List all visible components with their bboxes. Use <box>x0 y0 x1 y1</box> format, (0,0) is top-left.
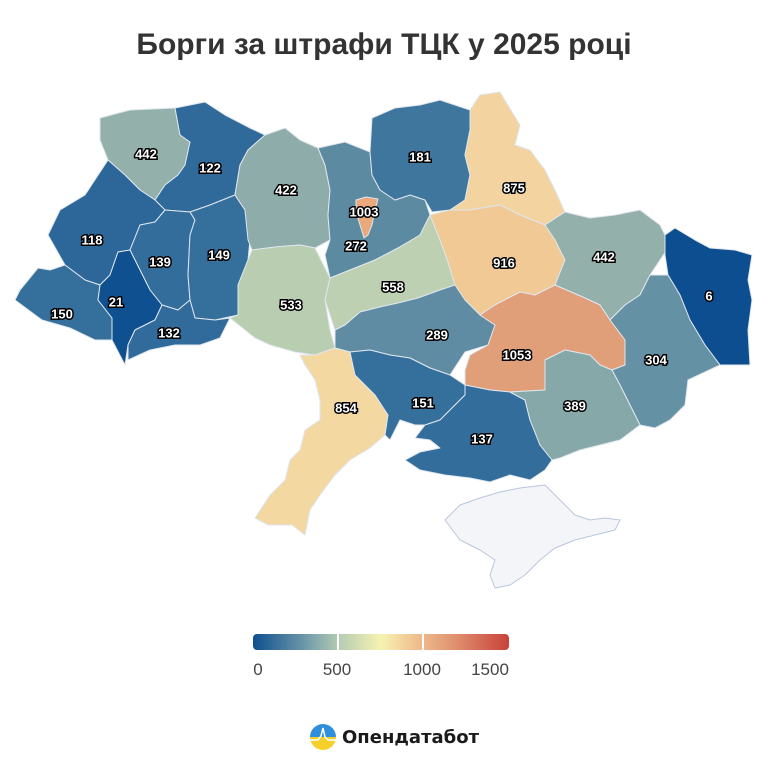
label-dnipropetrovsk: 1053 <box>503 347 532 362</box>
label-sumy: 875 <box>503 180 525 195</box>
legend-tick-500: 500 <box>322 660 352 679</box>
label-zhytomyr: 422 <box>275 182 297 197</box>
brand-name: Опендатабот <box>342 726 480 748</box>
label-kyiv-oblast: 272 <box>345 238 367 253</box>
chart-title: Борги за штрафи ТЦК у 2025 році <box>136 28 632 61</box>
label-vinnytsia: 533 <box>280 297 302 312</box>
label-rivne: 122 <box>199 160 221 175</box>
label-chernihiv: 181 <box>409 149 431 164</box>
label-kharkiv: 442 <box>593 249 615 264</box>
region-crimea[interactable] <box>444 484 621 589</box>
label-poltava: 916 <box>493 255 515 270</box>
region-kyiv-city[interactable] <box>355 196 379 239</box>
label-zakarpattia: 150 <box>51 306 73 321</box>
label-odesa: 854 <box>335 400 357 415</box>
legend-tick-1000: 1000 <box>403 660 441 679</box>
label-donetsk: 304 <box>645 352 667 367</box>
label-khmelnytskyi: 149 <box>208 247 230 262</box>
label-luhansk: 6 <box>705 288 712 303</box>
label-kyiv-city: 1003 <box>350 204 379 219</box>
color-scale-legend <box>253 634 509 650</box>
label-cherkasy: 558 <box>382 279 404 294</box>
region-zaporizhzhia[interactable] <box>509 349 641 461</box>
label-kherson: 137 <box>471 431 493 446</box>
label-mykolaiv: 151 <box>412 395 434 410</box>
label-volyn: 442 <box>135 146 157 161</box>
legend-separator <box>337 634 339 650</box>
legend-tick-0: 0 <box>253 660 263 679</box>
label-zaporizhzhia: 389 <box>564 398 586 413</box>
region-chernivtsi[interactable] <box>127 299 231 361</box>
legend-tick-1500: 1500 <box>471 660 509 679</box>
label-lviv: 118 <box>82 232 103 247</box>
opendatabot-logo-icon <box>310 724 336 750</box>
label-chernivtsi: 132 <box>158 325 180 340</box>
brand-footer: Опендатабот <box>310 724 479 750</box>
label-ivano-frankivsk: 21 <box>109 294 123 309</box>
legend-separator <box>422 634 424 650</box>
label-kirovohrad: 289 <box>426 327 448 342</box>
label-ternopil: 139 <box>149 254 171 269</box>
